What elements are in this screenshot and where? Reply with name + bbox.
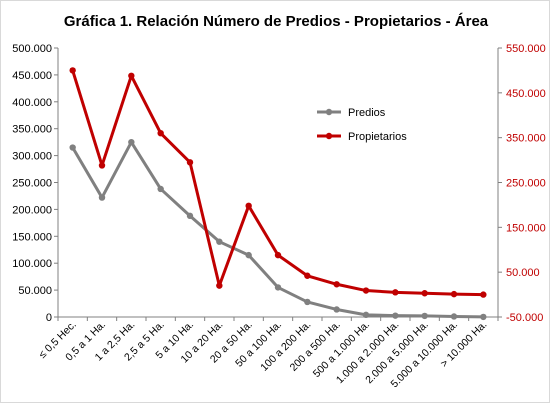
data-point-predios <box>274 284 282 291</box>
chart-title: Gráfica 1. Relación Número de Predios - … <box>64 13 489 30</box>
right-tick-label: -50.000 <box>506 312 543 324</box>
data-point-predios <box>186 212 194 220</box>
right-tick-label: 150.000 <box>506 222 546 234</box>
data-point-propietarios <box>98 162 106 169</box>
data-point-predios <box>392 312 399 319</box>
data-point-propietarios <box>186 159 194 166</box>
data-point-predios <box>98 194 106 201</box>
legend-marker-predios <box>325 108 333 116</box>
data-point-propietarios <box>128 72 135 79</box>
data-point-propietarios <box>450 290 458 298</box>
data-point-predios <box>450 313 458 320</box>
left-tick-label: 450.000 <box>12 70 52 82</box>
right-tick-label: 350.000 <box>506 133 546 145</box>
left-tick-label: 200.000 <box>12 204 52 216</box>
left-tick-label: 300.000 <box>12 151 52 163</box>
data-point-predios <box>421 312 428 320</box>
data-point-predios <box>304 298 311 306</box>
data-point-propietarios <box>421 290 428 297</box>
right-tick-label: 50.000 <box>506 267 540 279</box>
data-point-propietarios <box>392 289 399 296</box>
left-y-axis: 0 50.000 100.000 150.000 200.000 250.000 300.0… <box>12 43 59 324</box>
data-point-propietarios <box>304 272 311 279</box>
series-predios <box>69 138 487 321</box>
left-tick-label: 350.000 <box>12 124 52 136</box>
data-point-propietarios <box>216 282 223 289</box>
data-point-predios <box>69 144 76 151</box>
data-point-propietarios <box>69 67 76 74</box>
data-point-predios <box>480 313 487 321</box>
data-point-propietarios <box>480 291 487 298</box>
data-point-propietarios <box>157 129 164 137</box>
legend-label-propietarios: Propietarios <box>348 131 407 143</box>
data-point-predios <box>216 238 223 245</box>
data-point-propietarios <box>362 287 370 294</box>
legend-item-predios: Predios <box>317 107 386 119</box>
series-propietarios <box>69 67 487 298</box>
data-point-propietarios <box>333 281 340 288</box>
left-tick-label: 100.000 <box>12 258 52 270</box>
data-point-predios <box>128 138 135 146</box>
x-axis: ≤ 0,5 Hec.0,5 a 1 Ha.1 a 2,5 Ha.2,5 a 5 … <box>37 316 499 390</box>
left-tick-label: 50.000 <box>18 285 52 297</box>
series-line-predios <box>71 140 485 319</box>
left-tick-label: 150.000 <box>12 231 52 243</box>
right-tick-label: 250.000 <box>506 178 546 190</box>
left-tick-label: 0 <box>46 312 52 324</box>
data-point-propietarios <box>245 202 252 210</box>
data-point-propietarios <box>274 251 282 259</box>
data-point-predios <box>157 185 164 193</box>
data-point-predios <box>362 311 370 319</box>
legend-item-propietarios: Propietarios <box>317 131 407 143</box>
series-line-propietarios <box>71 68 485 297</box>
data-point-predios <box>333 306 340 313</box>
data-point-predios <box>245 251 252 259</box>
left-tick-label: 250.000 <box>12 178 52 190</box>
series-layer <box>69 67 487 321</box>
right-tick-label: 450.000 <box>506 88 546 100</box>
left-tick-label: 400.000 <box>12 97 52 109</box>
right-tick-label: 550.000 <box>506 43 546 55</box>
right-y-axis: -50.000 50.000 150.000 250.000 350.000 450.00… <box>497 43 546 324</box>
legend-marker-propietarios <box>325 132 333 140</box>
legend-label-predios: Predios <box>348 107 386 119</box>
legend: Predios Propietarios <box>317 107 407 143</box>
left-tick-label: 500.000 <box>12 43 52 55</box>
